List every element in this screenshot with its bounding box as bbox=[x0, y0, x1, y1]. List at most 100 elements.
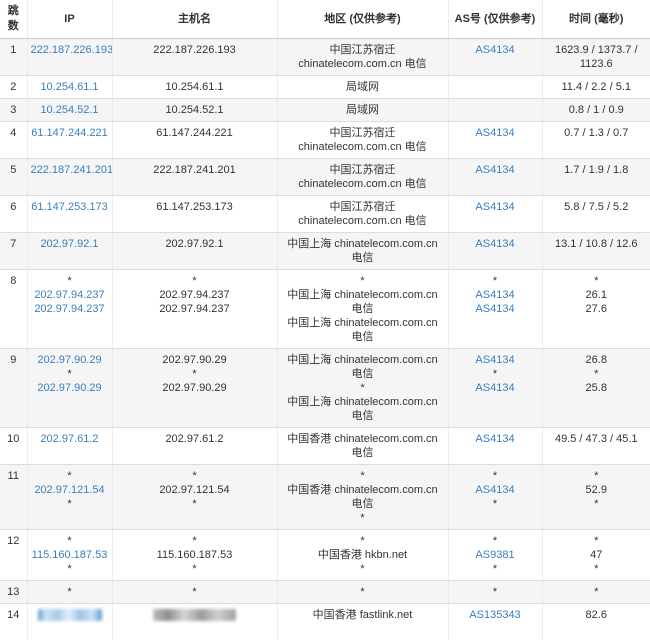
time-cell: 49.5 / 47.3 / 45.1 bbox=[542, 428, 650, 465]
time-cell: 26.8*25.8 bbox=[542, 349, 650, 428]
time-cell: 82.6 bbox=[542, 604, 650, 640]
table-row-hop-13: 13***** bbox=[0, 581, 650, 604]
time-text: 26.8 bbox=[546, 353, 648, 367]
hop-number: 8 bbox=[0, 270, 27, 349]
region-text: 中国上海 chinatelecom.com.cn 电信 bbox=[281, 353, 445, 381]
time-text: 1.7 / 1.9 / 1.8 bbox=[546, 163, 648, 177]
time-text: 0.8 / 1 / 0.9 bbox=[546, 103, 648, 117]
region-text: 中国上海 chinatelecom.com.cn 电信 bbox=[281, 316, 445, 344]
host-text: 10.254.61.1 bbox=[116, 80, 274, 94]
ip-link[interactable]: 10.254.61.1 bbox=[40, 81, 98, 93]
region-cell: *中国香港 hkbn.net* bbox=[277, 530, 448, 581]
ip-link[interactable]: 202.97.92.1 bbox=[40, 238, 98, 250]
asn-link[interactable]: AS4134 bbox=[475, 201, 514, 213]
time-text: 13.1 / 10.8 / 12.6 bbox=[546, 237, 648, 251]
asn-link[interactable]: AS4134 bbox=[475, 127, 514, 139]
asn-link[interactable]: AS135343 bbox=[469, 609, 520, 621]
table-row-hop-12: 12*115.160.187.53**115.160.187.53**中国香港 … bbox=[0, 530, 650, 581]
ip-line: 202.97.94.237 bbox=[31, 288, 109, 302]
hop-number: 13 bbox=[0, 581, 27, 604]
host-text: 10.254.52.1 bbox=[116, 103, 274, 117]
host-text: * bbox=[116, 469, 274, 483]
ip-link[interactable]: 202.97.94.237 bbox=[34, 289, 104, 301]
region-cell: 中国香港 fastlink.net bbox=[277, 604, 448, 640]
asn-line: AS4134 bbox=[452, 353, 539, 367]
ip-cell: 222.187.226.193 bbox=[27, 39, 112, 76]
time-text: * bbox=[546, 497, 648, 511]
region-text: 中国上海 chinatelecom.com.cn 电信 bbox=[281, 288, 445, 316]
ip-cell: 10.254.61.1 bbox=[27, 76, 112, 99]
region-cell: 中国香港 chinatelecom.com.cn 电信 bbox=[277, 428, 448, 465]
region-text: * bbox=[281, 562, 445, 576]
asn-link[interactable]: AS4134 bbox=[475, 289, 514, 301]
asn-link[interactable]: AS4134 bbox=[475, 238, 514, 250]
asn-link[interactable]: AS4134 bbox=[475, 44, 514, 56]
time-text: * bbox=[546, 585, 648, 599]
ip-cell: 222.187.241.201 bbox=[27, 159, 112, 196]
asn-link[interactable]: AS4134 bbox=[475, 164, 514, 176]
ip-link[interactable]: 202.97.90.29 bbox=[37, 382, 101, 394]
table-row-hop-14: 14 中国香港 fastlink.net AS135343 82.6 bbox=[0, 604, 650, 640]
host-text: * bbox=[116, 274, 274, 288]
asn-cell: AS4134 bbox=[448, 122, 542, 159]
ip-text: * bbox=[31, 274, 109, 288]
asn-cell: *AS4134* bbox=[448, 465, 542, 530]
ip-link[interactable]: 202.97.61.2 bbox=[40, 433, 98, 445]
time-text: 1623.9 / 1373.7 / 1123.6 bbox=[546, 43, 648, 71]
table-row-hop-11: 11*202.97.121.54**202.97.121.54**中国香港 ch… bbox=[0, 465, 650, 530]
hop-number: 7 bbox=[0, 233, 27, 270]
region-cell: 中国上海 chinatelecom.com.cn 电信 bbox=[277, 233, 448, 270]
host-cell: *202.97.121.54* bbox=[112, 465, 277, 530]
hop-number: 3 bbox=[0, 99, 27, 122]
host-text: 115.160.187.53 bbox=[116, 548, 274, 562]
time-text: 27.6 bbox=[546, 302, 648, 316]
ip-text: * bbox=[31, 497, 109, 511]
hop-number: 14 bbox=[0, 604, 27, 640]
redacted-ip[interactable] bbox=[38, 609, 102, 621]
ip-line: 202.97.121.54 bbox=[31, 483, 109, 497]
region-text: 中国香港 hkbn.net bbox=[281, 548, 445, 562]
asn-link[interactable]: AS4134 bbox=[475, 382, 514, 394]
asn-line: AS4134 bbox=[452, 483, 539, 497]
hop-number: 11 bbox=[0, 465, 27, 530]
ip-text: * bbox=[31, 562, 109, 576]
region-text: 中国江苏宿迁 chinatelecom.com.cn 电信 bbox=[281, 200, 445, 228]
asn-link[interactable]: AS4134 bbox=[475, 303, 514, 315]
ip-link[interactable]: 61.147.253.173 bbox=[31, 201, 107, 213]
host-cell: 222.187.241.201 bbox=[112, 159, 277, 196]
region-text: * bbox=[281, 274, 445, 288]
ip-link[interactable]: 202.97.90.29 bbox=[37, 354, 101, 366]
asn-line: AS4134 bbox=[452, 126, 539, 140]
asn-link[interactable]: AS4134 bbox=[475, 484, 514, 496]
host-cell: 202.97.90.29*202.97.90.29 bbox=[112, 349, 277, 428]
ip-link[interactable]: 222.187.226.193 bbox=[31, 44, 113, 56]
host-text: 222.187.241.201 bbox=[116, 163, 274, 177]
asn-link[interactable]: AS4134 bbox=[475, 354, 514, 366]
ip-line: 61.147.253.173 bbox=[31, 200, 109, 214]
ip-link[interactable]: 115.160.187.53 bbox=[32, 549, 108, 561]
asn-cell: AS135343 bbox=[448, 604, 542, 640]
region-cell: 中国江苏宿迁 chinatelecom.com.cn 电信 bbox=[277, 159, 448, 196]
host-cell: *115.160.187.53* bbox=[112, 530, 277, 581]
asn-text: * bbox=[452, 534, 539, 548]
asn-link[interactable]: AS4134 bbox=[475, 433, 514, 445]
ip-link[interactable]: 222.187.241.201 bbox=[31, 164, 113, 176]
ip-link[interactable]: 202.97.121.54 bbox=[34, 484, 104, 496]
time-text: 82.6 bbox=[546, 608, 648, 622]
host-text: 202.97.90.29 bbox=[116, 381, 274, 395]
asn-link[interactable]: AS9381 bbox=[475, 549, 514, 561]
ip-link[interactable]: 202.97.94.237 bbox=[34, 303, 104, 315]
ip-link[interactable]: 10.254.52.1 bbox=[40, 104, 98, 116]
region-text: 中国香港 chinatelecom.com.cn 电信 bbox=[281, 432, 445, 460]
ip-link[interactable]: 61.147.244.221 bbox=[31, 127, 107, 139]
time-text: 49.5 / 47.3 / 45.1 bbox=[546, 432, 648, 446]
hop-number: 9 bbox=[0, 349, 27, 428]
